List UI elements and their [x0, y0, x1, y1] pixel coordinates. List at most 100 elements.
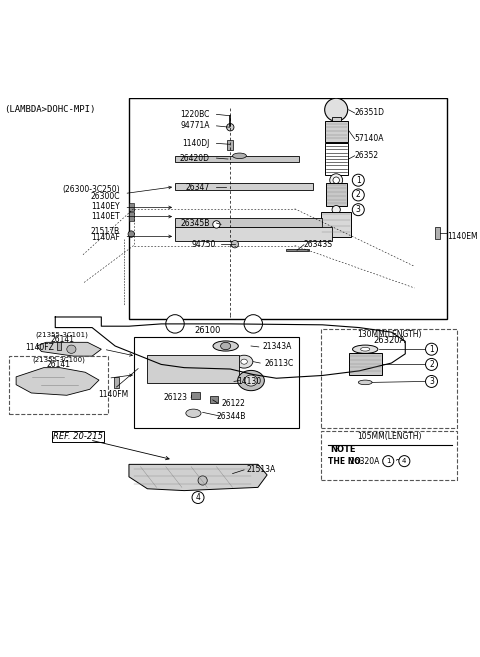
Polygon shape — [16, 368, 99, 396]
Text: 26113C: 26113C — [265, 359, 294, 367]
Text: (LAMBDA>DOHC-MPI): (LAMBDA>DOHC-MPI) — [5, 105, 96, 114]
Circle shape — [213, 221, 220, 228]
Circle shape — [198, 476, 207, 485]
Bar — [210, 396, 218, 403]
Circle shape — [352, 174, 364, 186]
Polygon shape — [175, 218, 323, 227]
Circle shape — [426, 343, 437, 355]
Circle shape — [330, 173, 343, 187]
Polygon shape — [147, 355, 240, 383]
Polygon shape — [286, 249, 309, 251]
Circle shape — [383, 455, 394, 466]
Ellipse shape — [358, 380, 372, 385]
Text: 1140AF: 1140AF — [91, 233, 120, 242]
Circle shape — [166, 315, 184, 333]
Polygon shape — [175, 183, 313, 191]
Polygon shape — [321, 212, 351, 237]
Text: 2: 2 — [356, 191, 360, 200]
Text: 130MM(LENGTH): 130MM(LENGTH) — [357, 330, 421, 338]
Circle shape — [227, 124, 234, 131]
Text: 57140A: 57140A — [355, 134, 384, 143]
Bar — [129, 212, 133, 221]
Text: 26141: 26141 — [47, 360, 71, 369]
Text: 21517B: 21517B — [91, 227, 120, 237]
Bar — [57, 342, 61, 350]
Polygon shape — [37, 342, 101, 356]
Ellipse shape — [360, 348, 370, 351]
Text: 1140ET: 1140ET — [91, 212, 120, 221]
Bar — [324, 122, 348, 142]
Text: 14130: 14130 — [237, 377, 261, 386]
Ellipse shape — [235, 355, 253, 368]
Text: 1: 1 — [429, 345, 434, 353]
Circle shape — [244, 315, 263, 333]
Text: 1140DJ: 1140DJ — [182, 139, 210, 148]
Text: 26344B: 26344B — [216, 411, 246, 420]
Text: 1: 1 — [356, 175, 360, 185]
Text: ~: ~ — [395, 456, 403, 466]
Text: 26343S: 26343S — [304, 240, 333, 249]
Text: THE NO.: THE NO. — [328, 457, 363, 466]
Circle shape — [324, 99, 348, 122]
Text: 105MM(LENGTH): 105MM(LENGTH) — [357, 432, 421, 442]
Text: 26123: 26123 — [164, 393, 188, 402]
Text: 21513A: 21513A — [246, 465, 276, 474]
Text: 26122: 26122 — [221, 399, 245, 407]
Circle shape — [352, 204, 364, 215]
Bar — [114, 377, 119, 388]
Ellipse shape — [352, 345, 378, 353]
Bar — [332, 117, 341, 122]
Text: 1140EY: 1140EY — [91, 202, 120, 212]
Text: 21343A: 21343A — [263, 342, 292, 351]
Text: 94771A: 94771A — [180, 122, 210, 130]
Ellipse shape — [213, 341, 239, 351]
Text: 3: 3 — [429, 377, 434, 386]
Circle shape — [399, 455, 410, 466]
Text: 3: 3 — [356, 205, 361, 214]
Circle shape — [333, 177, 339, 183]
Circle shape — [231, 240, 239, 248]
Text: 1220BC: 1220BC — [180, 110, 210, 119]
Text: 4: 4 — [195, 493, 201, 502]
Text: 1140FM: 1140FM — [98, 390, 128, 399]
Bar — [191, 392, 200, 399]
Polygon shape — [175, 227, 332, 241]
Text: 26352: 26352 — [355, 151, 379, 160]
Polygon shape — [325, 183, 347, 206]
Circle shape — [426, 359, 437, 371]
Text: (26300-3C250): (26300-3C250) — [62, 185, 120, 194]
Text: 26347: 26347 — [185, 183, 210, 192]
Ellipse shape — [67, 345, 76, 353]
Text: REF. 20-215: REF. 20-215 — [53, 432, 103, 442]
Circle shape — [192, 491, 204, 503]
Text: 1140FZ: 1140FZ — [25, 343, 54, 352]
Ellipse shape — [238, 371, 264, 391]
Polygon shape — [129, 464, 267, 491]
Text: 26320A: 26320A — [373, 336, 405, 345]
Text: 4: 4 — [402, 458, 407, 464]
Ellipse shape — [233, 153, 246, 158]
Text: (21355-3C100): (21355-3C100) — [33, 356, 85, 363]
Text: 1140EM: 1140EM — [447, 232, 477, 241]
Text: (21355-3C101): (21355-3C101) — [36, 331, 89, 338]
Circle shape — [426, 375, 437, 388]
Polygon shape — [175, 156, 300, 162]
Text: 26345B: 26345B — [180, 219, 210, 227]
Text: 26351D: 26351D — [355, 108, 384, 118]
Ellipse shape — [221, 342, 231, 350]
Bar — [129, 203, 133, 211]
Circle shape — [352, 189, 364, 201]
Text: NOTE: NOTE — [331, 445, 356, 454]
Text: 26141: 26141 — [50, 335, 74, 344]
Text: 26300C: 26300C — [90, 192, 120, 201]
Bar — [227, 140, 233, 150]
Ellipse shape — [241, 359, 247, 364]
Bar — [349, 353, 382, 375]
Circle shape — [332, 206, 340, 214]
Bar — [435, 227, 440, 238]
Text: 1: 1 — [386, 458, 391, 464]
Ellipse shape — [186, 409, 201, 417]
Circle shape — [128, 231, 134, 237]
Text: 26100: 26100 — [194, 327, 220, 335]
Text: 94750: 94750 — [191, 240, 216, 249]
